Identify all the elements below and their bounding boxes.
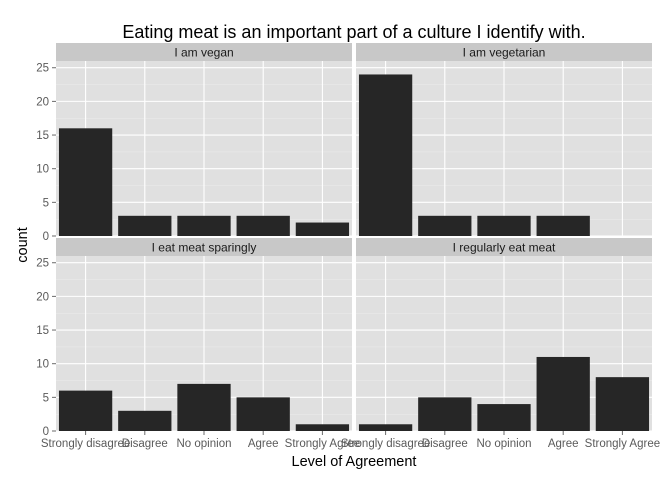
y-tick-label: 25 xyxy=(36,258,49,270)
x-tick-label: No opinion xyxy=(477,438,532,450)
facet-strip-label: I regularly eat meat xyxy=(453,241,556,255)
y-tick-label: 25 xyxy=(36,63,49,75)
facet-strip xyxy=(56,238,352,256)
y-tick-label: 0 xyxy=(43,426,49,438)
facet-strip-label: I am vegetarian xyxy=(463,46,546,60)
facet-strip xyxy=(356,43,652,61)
facet-i-regularly-eat-meat: I regularly eat meat Strongly disagreeDis… xyxy=(341,238,660,450)
x-axis-title: Level of Agreement xyxy=(292,454,417,470)
bar-strongly-agree xyxy=(295,424,350,431)
bar-agree xyxy=(236,397,290,431)
y-axis-title: count xyxy=(15,227,31,262)
x-tick-label: Strongly disagree xyxy=(341,438,431,450)
x-tick-label: Disagree xyxy=(422,438,468,450)
bar-strongly-disagree xyxy=(358,424,413,431)
y-tick-label: 5 xyxy=(43,392,49,404)
facet-strip-label: I eat meat sparingly xyxy=(152,241,257,255)
bar-no-opinion xyxy=(177,383,231,431)
facet-i-am-vegan: I am vegan 0 5 10 15 20 25 xyxy=(36,43,352,243)
x-tick-label: Agree xyxy=(548,438,579,450)
facet-panels: I am vegan 0 5 10 15 20 25 I am vegetarian I eat… xyxy=(36,43,660,450)
facet-i-eat-meat-sparingly: I eat meat sparingly 0 5 10 15 20 25 Strongly d… xyxy=(36,238,360,450)
y-tick-label: 15 xyxy=(36,325,49,337)
bar-disagree xyxy=(418,215,472,236)
bar-strongly-disagree xyxy=(358,74,413,236)
x-tick-label: Disagree xyxy=(122,438,168,450)
y-tick-label: 20 xyxy=(36,96,49,108)
x-tick-label: Strongly Agree xyxy=(585,438,660,450)
y-tick-label: 10 xyxy=(36,164,49,176)
x-tick-label: Strongly disagree xyxy=(41,438,131,450)
x-tick-label: Strongly Agree xyxy=(285,438,360,450)
facet-strip xyxy=(56,43,352,61)
bar-agree xyxy=(536,215,590,236)
bar-no-opinion xyxy=(477,215,531,236)
chart-title: Eating meat is an important part of a cu… xyxy=(122,22,585,42)
x-tick-label: Agree xyxy=(248,438,279,450)
x-tick-label: No opinion xyxy=(177,438,232,450)
y-tick-label: 20 xyxy=(36,291,49,303)
facet-strip xyxy=(356,238,652,256)
bar-strongly-agree xyxy=(295,222,350,236)
bar-strongly-disagree xyxy=(58,390,113,431)
bar-disagree xyxy=(118,215,172,236)
bar-disagree xyxy=(118,410,172,431)
bar-strongly-disagree xyxy=(58,128,113,236)
bar-agree xyxy=(536,356,590,431)
y-tick-label: 15 xyxy=(36,130,49,142)
facet-strip-label: I am vegan xyxy=(174,46,233,60)
y-tick-label: 10 xyxy=(36,359,49,371)
bar-no-opinion xyxy=(177,215,231,236)
bar-no-opinion xyxy=(477,404,531,431)
bar-agree xyxy=(236,215,290,236)
bar-disagree xyxy=(418,397,472,431)
bar-strongly-agree xyxy=(595,377,650,431)
y-tick-label: 5 xyxy=(43,197,49,209)
facet-i-am-vegetarian: I am vegetarian xyxy=(356,43,652,237)
y-tick-label: 0 xyxy=(43,231,49,243)
